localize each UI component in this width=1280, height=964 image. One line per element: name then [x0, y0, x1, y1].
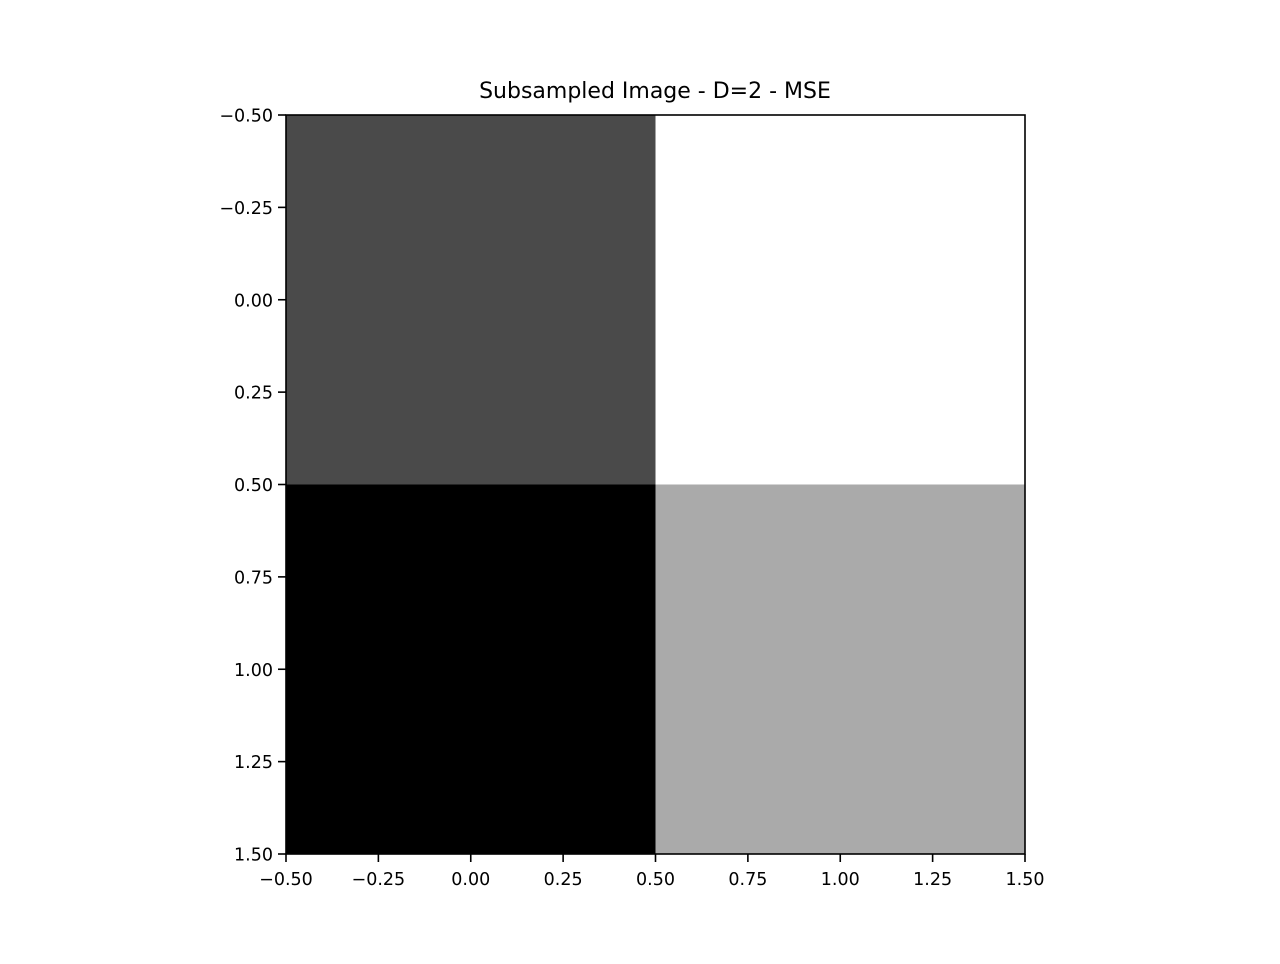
image-cell-r0-c0: [286, 115, 656, 485]
x-tick-label: −0.50: [259, 870, 313, 890]
y-tick-label: 1.50: [234, 846, 273, 866]
x-tick-label: 0.50: [636, 870, 675, 890]
image-cell-r1-c1: [655, 484, 1025, 854]
y-axis: −0.50 −0.25 0.00 0.25 0.50 0.75 1.00 1.25 1.50: [219, 107, 286, 866]
x-tick-label: 0.00: [451, 870, 490, 890]
x-tick-label: 1.00: [821, 870, 860, 890]
y-tick-label: 0.00: [234, 291, 273, 311]
chart-title: Subsampled Image - D=2 - MSE: [479, 79, 831, 104]
y-tick-label: −0.50: [219, 107, 273, 127]
y-tick-label: 0.75: [234, 568, 273, 588]
x-tick-label: 1.25: [913, 870, 952, 890]
image-cell-r0-c1: [655, 115, 1025, 485]
image-cell-r1-c0: [286, 484, 656, 854]
x-tick-label: 0.25: [544, 870, 583, 890]
x-tick-label: −0.25: [352, 870, 406, 890]
y-tick-label: −0.25: [219, 199, 273, 219]
y-tick-label: 0.25: [234, 384, 273, 404]
y-tick-label: 1.00: [234, 661, 273, 681]
y-tick-label: 0.50: [234, 476, 273, 496]
x-tick-label: 1.50: [1006, 870, 1045, 890]
x-tick-label: 0.75: [728, 870, 767, 890]
image-cells: [286, 115, 1025, 854]
x-axis: −0.50 −0.25 0.00 0.25 0.50 0.75 1.00 1.25 1.50: [259, 854, 1044, 890]
y-tick-label: 1.25: [234, 753, 273, 773]
